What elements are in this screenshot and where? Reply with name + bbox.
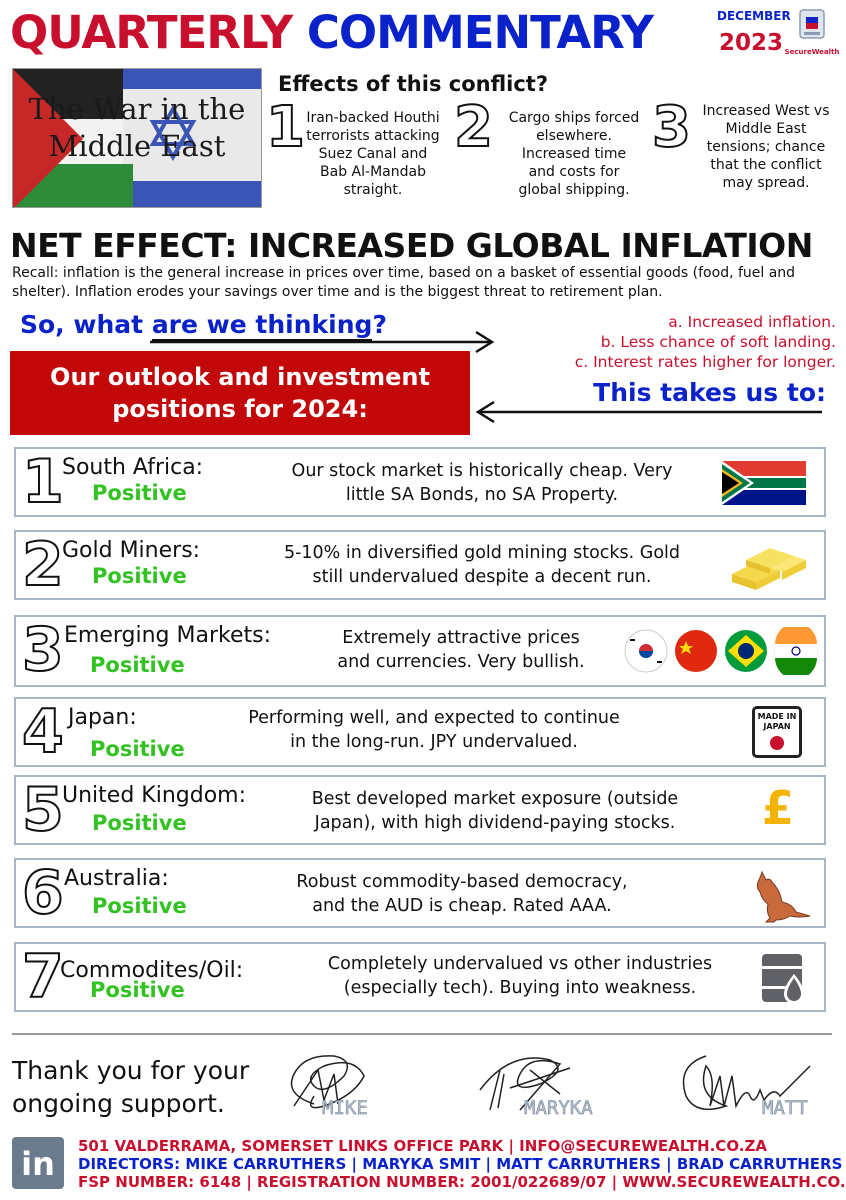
kangaroo-icon <box>756 870 811 923</box>
position-row-commodities-oil: 7 Commodites/Oil: Positive Completely un… <box>14 942 826 1012</box>
gold-bars-icon <box>732 548 806 590</box>
position-row-japan: 4 Japan: Positive Performing well, and e… <box>14 697 826 767</box>
position-description: Robust commodity-based democracy, and th… <box>296 872 628 916</box>
position-name: Gold Miners: <box>62 538 201 563</box>
effect-number-3: 3 <box>651 95 692 160</box>
position-number: 4 <box>21 697 65 767</box>
effect-number-1: 1 <box>265 95 306 160</box>
emerging-market-flags-icon <box>624 627 818 675</box>
footer-divider <box>12 1033 832 1035</box>
footer-address: 501 VALDERRAMA, SOMERSET LINKS OFFICE PA… <box>78 1137 767 1155</box>
thinking-question: So, what are we thinking? <box>20 310 387 342</box>
linkedin-icon[interactable]: in <box>12 1137 64 1189</box>
inflation-recall-text: Recall: inflation is the general increas… <box>12 265 796 300</box>
position-number: 1 <box>21 447 65 517</box>
signature-label: MIKE <box>322 1097 368 1120</box>
war-caption: The War in the Middle East <box>28 92 246 163</box>
position-stance: Positive <box>90 978 185 1002</box>
position-description: Best developed market exposure (outside … <box>311 789 679 833</box>
effects-title: Effects of this conflict? <box>278 72 549 96</box>
footer-registration: FSP NUMBER: 6148 | REGISTRATION NUMBER: … <box>78 1173 846 1191</box>
position-number: 7 <box>21 942 65 1012</box>
position-stance: Positive <box>92 481 187 505</box>
position-row-south-africa: 1 South Africa: Positive Our stock marke… <box>14 447 826 517</box>
south-africa-flag-icon <box>722 461 806 505</box>
outlook-banner: Our outlook and investment positions for… <box>10 351 470 435</box>
position-number: 5 <box>21 775 65 845</box>
takes-us-to: This takes us to: <box>593 378 826 407</box>
position-number: 2 <box>21 530 65 600</box>
flags-image-icon <box>13 69 261 207</box>
arrow-left-icon <box>475 400 822 424</box>
effect-text-1: Iran-backed Houthi terrorists attacking … <box>306 110 440 198</box>
position-row-united-kingdom: 5 United Kingdom: Positive Best develope… <box>14 775 826 845</box>
thank-you-message: Thank you for your ongoing support. <box>12 1056 250 1118</box>
position-name: United Kingdom: <box>62 783 246 808</box>
position-name: Commodites/Oil: <box>60 958 244 983</box>
effect-text-2: Cargo ships forced elsewhere. Increased … <box>508 110 640 198</box>
position-row-australia: 6 Australia: Positive Robust commodity-b… <box>14 858 826 928</box>
issue-month: DECEMBER <box>717 9 791 23</box>
signature-maryka-icon <box>479 1057 571 1111</box>
oil-barrel-icon <box>762 954 804 1004</box>
position-name: Japan: <box>68 705 137 730</box>
position-name: South Africa: <box>62 455 204 480</box>
securewealth-logo: SecureWealth <box>783 6 841 66</box>
position-row-gold-miners: 2 Gold Miners: Positive 5-10% in diversi… <box>14 530 826 600</box>
issue-year: 2023 <box>719 30 784 56</box>
effect-number-2: 2 <box>453 95 494 160</box>
footer-directors: DIRECTORS: MIKE CARRUTHERS | MARYKA SMIT… <box>78 1155 843 1173</box>
net-effect-headline: NET EFFECT: INCREASED GLOBAL INFLATION <box>10 226 813 265</box>
pound-sign-icon: £ <box>762 781 795 835</box>
arrow-right-icon <box>150 330 495 354</box>
position-stance: Positive <box>90 737 185 761</box>
position-stance: Positive <box>92 811 187 835</box>
position-description: 5-10% in diversified gold mining stocks.… <box>283 543 681 587</box>
signature-matt-icon <box>682 1055 811 1111</box>
signature-label: MARYKA <box>524 1097 593 1120</box>
signature-label: MATT <box>762 1097 808 1120</box>
title-quarterly: QUARTERLY <box>10 6 293 59</box>
title-commentary: COMMENTARY <box>306 6 654 59</box>
thinking-points: a. Increased inflation. b. Less chance o… <box>574 313 836 371</box>
position-number: 3 <box>21 615 65 685</box>
effect-text-3: Increased West vs Middle East tensions; … <box>702 103 830 191</box>
position-description: Our stock market is historically cheap. … <box>291 461 673 505</box>
signature-mike-icon <box>290 1055 365 1109</box>
position-description: Performing well, and expected to continu… <box>248 708 620 752</box>
position-stance: Positive <box>92 894 187 918</box>
logo-text: SecureWealth <box>784 48 840 56</box>
position-stance: Positive <box>92 564 187 588</box>
position-name: Emerging Markets: <box>64 623 272 648</box>
position-description: Completely undervalued vs other industri… <box>327 954 713 998</box>
shield-logo-icon <box>799 9 825 39</box>
position-description: Extremely attractive prices and currenci… <box>337 628 585 672</box>
made-in-japan-icon: MADE IN JAPAN <box>752 706 802 758</box>
war-image: The War in the Middle East <box>12 68 262 208</box>
position-number: 6 <box>21 858 65 928</box>
position-name: Australia: <box>64 866 169 891</box>
page-title: QUARTERLY COMMENTARY <box>10 6 654 59</box>
position-row-emerging-markets: 3 Emerging Markets: Positive Extremely a… <box>14 615 826 687</box>
position-stance: Positive <box>90 653 185 677</box>
